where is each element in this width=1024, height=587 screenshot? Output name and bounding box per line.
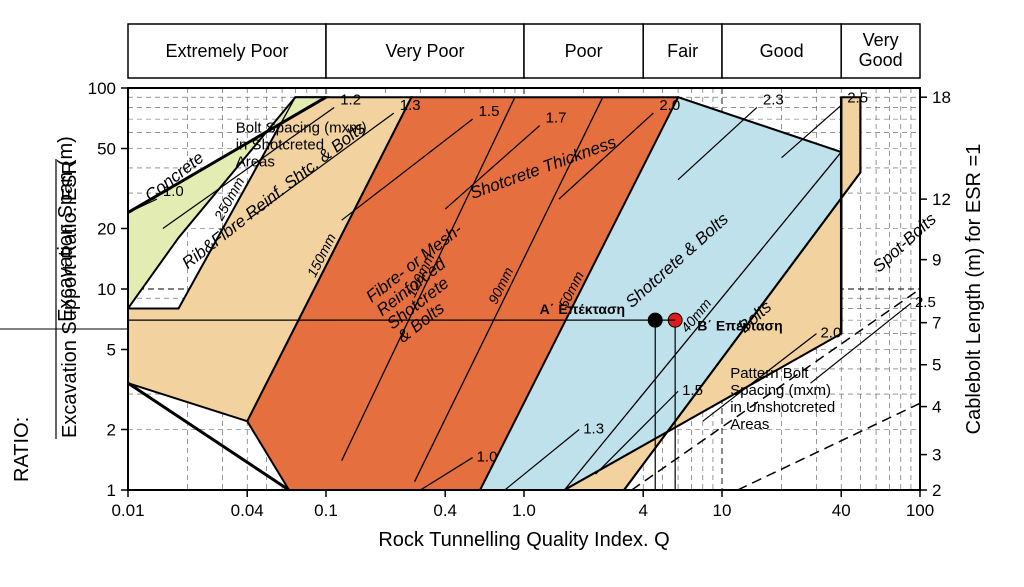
y-axis-ratio-label: RATIO: <box>11 417 33 482</box>
y-tick-label: 10 <box>97 280 116 299</box>
y2-tick-label: 4 <box>932 398 941 417</box>
bolt-spacing-unshot-label: 2.5 <box>915 294 936 311</box>
category-label: Fair <box>667 41 698 61</box>
bolt-spacing-unshot-label: 2.0 <box>820 325 841 342</box>
bolt-spacing-shot-label: 1.7 <box>546 110 567 127</box>
bolt-spacing-unshot-title: in Unshotcreted <box>730 399 835 416</box>
bolt-spacing-shot-label: 2.0 <box>659 97 680 114</box>
y-tick-label: 2 <box>107 420 116 439</box>
bolt-spacing-shot-title: Bolt Spacing (mxm) <box>236 120 367 137</box>
bolt-spacing-unshot-label: 1.5 <box>682 382 703 399</box>
x-tick-label: 0.01 <box>111 501 144 520</box>
bolt-spacing-unshot-title: Pattern Bolt <box>730 365 809 382</box>
x-tick-label: 100 <box>906 501 934 520</box>
y-tick-label: 1 <box>107 481 116 500</box>
bolt-spacing-shot-title: in Shotcreted <box>236 137 324 154</box>
q-system-chart: 250mm150mm120mm90mm50mm40mm1.01.21.31.51… <box>0 0 1024 587</box>
bolt-spacing-unshot-label: 1.0 <box>477 449 498 466</box>
category-label: Very Poor <box>385 41 464 61</box>
x-tick-label: 40 <box>832 501 851 520</box>
category-label: Poor <box>565 41 603 61</box>
y2-tick-label: 7 <box>932 314 941 333</box>
y-tick-label: 5 <box>107 341 116 360</box>
category-label: Good <box>760 41 804 61</box>
bolt-spacing-unshot-title: Spacing (mxm) <box>730 382 831 399</box>
bolt-spacing-unshot-label: 1.3 <box>583 420 604 437</box>
category-label: Good <box>859 50 903 70</box>
y-tick-label: 20 <box>97 219 116 238</box>
y-axis-esr-label: Excavation Support Ratio. ESR <box>59 160 81 438</box>
bolt-spacing-shot-label: 2.3 <box>763 91 784 108</box>
bolt-spacing-shot-label: 1.3 <box>400 97 421 114</box>
bolt-spacing-shot-label: 2.5 <box>847 89 868 106</box>
x-tick-label: 1.0 <box>512 501 536 520</box>
x-tick-label: 0.04 <box>231 501 264 520</box>
y-tick-label: 100 <box>88 79 116 98</box>
x-tick-label: 0.1 <box>314 501 338 520</box>
x-tick-label: 4 <box>638 501 647 520</box>
y2-tick-label: 2 <box>932 481 941 500</box>
bolt-spacing-shot-label: 1.5 <box>479 103 500 120</box>
category-label: Extremely Poor <box>165 41 288 61</box>
x-axis-label: Rock Tunnelling Quality Index. Q <box>378 529 669 551</box>
y2-tick-label: 12 <box>932 190 951 209</box>
y2-tick-label: 5 <box>932 356 941 375</box>
point-B-label: Β΄ Επέκταση <box>697 318 782 334</box>
x-tick-label: 10 <box>713 501 732 520</box>
y2-tick-label: 3 <box>932 446 941 465</box>
y2-axis-label: Cablebolt Length (m) for ESR =1 <box>963 144 985 435</box>
bolt-spacing-shot-label: 1.2 <box>340 91 361 108</box>
bolt-spacing-shot-title: Areas <box>236 154 275 171</box>
category-label: Very <box>863 30 899 50</box>
bolt-spacing-unshot-title: Areas <box>730 416 769 433</box>
x-tick-label: 0.4 <box>433 501 457 520</box>
y-tick-label: 50 <box>97 140 116 159</box>
y2-tick-label: 18 <box>932 88 951 107</box>
point-A-label: Α΄ Επέκταση <box>540 301 625 317</box>
y2-tick-label: 9 <box>932 251 941 270</box>
